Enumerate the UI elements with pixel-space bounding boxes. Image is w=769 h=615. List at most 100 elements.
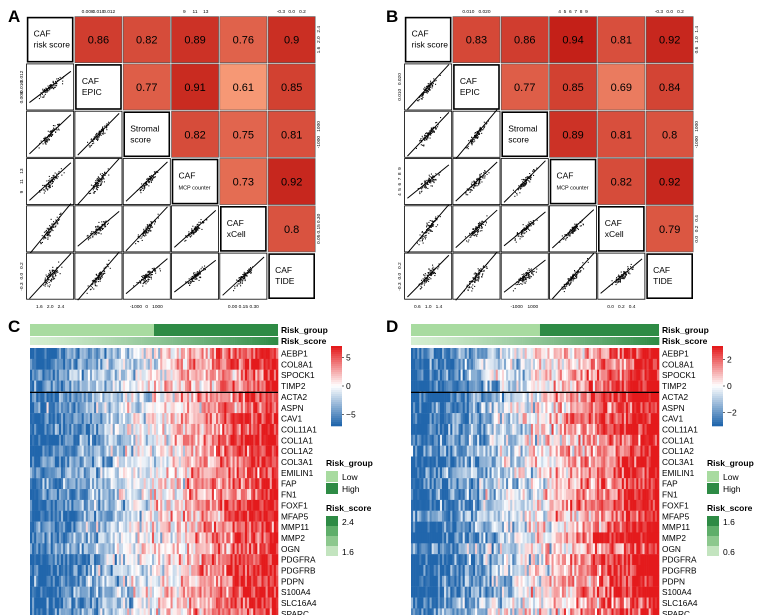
heatmap-cell [47,370,49,381]
heatmap-cell [233,402,235,413]
heatmap-cell [49,370,51,381]
heatmap-cell [94,391,96,402]
heatmap-cell [75,457,77,468]
heatmap-cell [38,402,40,413]
heatmap-cell [69,511,71,522]
heatmap-cell [241,402,243,413]
heatmap-cell [212,359,214,370]
diagonal-label-line2: TIDE [653,276,673,286]
scatter-point [45,284,46,285]
heatmap-cell [214,511,216,522]
scatter-point [56,177,57,178]
scatter-point [49,176,50,177]
scatter-point [147,281,148,282]
heatmap-cell [243,489,245,500]
heatmap-cell [98,500,100,511]
heatmap-cell [272,424,274,435]
heatmap-cell [115,500,117,511]
scatter-point [424,139,425,140]
heatmap-cell [32,522,34,533]
risk-score-cell [171,337,173,345]
heatmap-cell [177,435,179,446]
heatmap-cell [123,446,125,457]
heatmap-cell [100,489,102,500]
heatmap-cell [276,402,278,413]
heatmap-cell [243,402,245,413]
heatmap-cell [65,348,67,359]
scatter-point [628,272,629,273]
diagonal-cell [551,160,596,204]
diagonal-label-line1: CAF [605,218,622,228]
risk-score-cell [218,337,220,345]
scatter-point [50,280,51,281]
heatmap-cell [247,370,249,381]
heatmap-cell [69,413,71,424]
scatter-point [151,227,152,228]
scatter-point [102,273,103,274]
heatmap-cell [146,381,148,392]
heatmap-cell [88,391,90,402]
scatter-point [479,228,480,229]
heatmap-cell [49,511,51,522]
scatter-point [468,140,469,141]
heatmap-cell [57,435,59,446]
heatmap-cell [230,511,232,522]
heatmap-cell [69,467,71,478]
heatmap-cell [121,413,123,424]
heatmap-cell [226,457,228,468]
heatmap-cell [230,500,232,511]
right-axis-tick: 0.0 [694,236,700,243]
heatmap-cell [177,446,179,457]
heatmap-cell [249,348,251,359]
diagonal-label-line1: CAF [227,218,244,228]
heatmap-cell [233,511,235,522]
heatmap-cell [255,500,257,511]
heatmap-cell [177,489,179,500]
heatmap-cell [259,424,261,435]
heatmap-cell [166,446,168,457]
heatmap-cell [206,413,208,424]
heatmap-cell [92,402,94,413]
heatmap-cell [42,446,44,457]
heatmap-cell [166,381,168,392]
heatmap-cell [222,370,224,381]
heatmap-cell [270,435,272,446]
scatter-point [101,276,102,277]
heatmap-cell [199,391,201,402]
heatmap-cell [150,467,152,478]
heatmap-cell [187,446,189,457]
heatmap-cell [73,500,75,511]
heatmap-cell [197,478,199,489]
heatmap-cell [86,511,88,522]
heatmap-cell [59,402,61,413]
heatmap-cell [71,522,73,533]
heatmap-cell [36,402,38,413]
heatmap-cell [75,348,77,359]
heatmap-cell [32,500,34,511]
heatmap-cell [228,391,230,402]
scatter-point [440,75,441,76]
heatmap-cell [154,511,156,522]
scatter-point [151,274,152,275]
left-axis-tick: -0.3 [19,282,25,291]
scatter-point [160,270,161,271]
heatmap-cell [42,467,44,478]
heatmap-cell [268,489,270,500]
heatmap-cell [224,381,226,392]
scatter-point [424,283,425,284]
scatter-point [537,220,538,221]
scatter-point [576,224,577,225]
heatmap-cell [233,381,235,392]
heatmap-cell [59,478,61,489]
scatter-point [57,129,58,130]
scatter-point [92,236,93,237]
heatmap-cell [127,446,129,457]
scatter-point [478,231,479,232]
scatter-point [197,229,198,230]
heatmap-cell [210,489,212,500]
heatmap-cell [189,457,191,468]
heatmap-cell [199,467,201,478]
risk-score-cell [119,337,121,345]
scatter-point [51,219,52,220]
scatter-point [103,132,104,133]
